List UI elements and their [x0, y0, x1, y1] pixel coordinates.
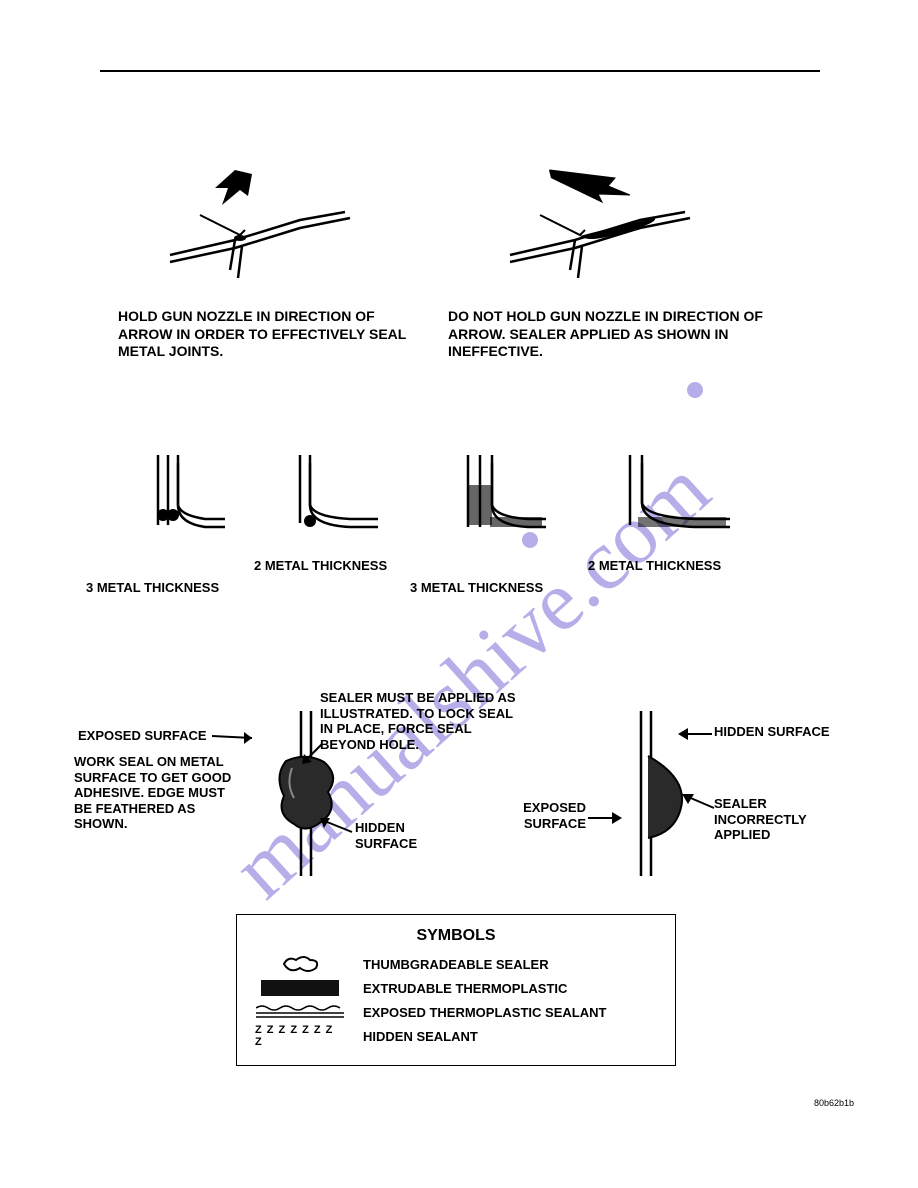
- symbol-label: HIDDEN SEALANT: [363, 1029, 478, 1044]
- symbol-label: EXTRUDABLE THERMOPLASTIC: [363, 981, 567, 996]
- symbol-label: THUMBGRADEABLE SEALER: [363, 957, 549, 972]
- label-3metal-b: 3 METAL THICKNESS: [410, 580, 543, 596]
- watermark: manualshive.com: [140, 300, 840, 980]
- caption-row1-left: HOLD GUN NOZZLE IN DIRECTION OF ARROW IN…: [118, 308, 418, 361]
- label-work-seal-note: WORK SEAL ON METAL SURFACE TO GET GOOD A…: [74, 754, 234, 832]
- arrow-icon: [674, 724, 716, 746]
- arrow-icon: [212, 726, 262, 746]
- symbol-row-hidden-sealant: Z Z Z Z Z Z Z Z HIDDEN SEALANT: [255, 1027, 657, 1045]
- diagram-nozzle-incorrect: [480, 160, 710, 290]
- diagram-2metal-b: [600, 445, 740, 565]
- diagram-3metal-b: [428, 445, 558, 565]
- arrow-icon: [586, 808, 628, 830]
- label-3metal-a: 3 METAL THICKNESS: [86, 580, 219, 596]
- label-hidden-surface-right: HIDDEN SURFACE: [714, 724, 844, 740]
- horizontal-rule: [100, 70, 820, 72]
- label-exposed-surface-left: EXPOSED SURFACE: [78, 728, 207, 744]
- label-exposed-surface-right: EXPOSED SURFACE: [506, 800, 586, 831]
- label-sealer-incorrect: SEALER INCORRECTLY APPLIED: [714, 796, 844, 843]
- arrow-icon: [676, 790, 718, 818]
- symbol-row-extrudable: EXTRUDABLE THERMOPLASTIC: [255, 979, 657, 997]
- symbols-legend-box: SYMBOLS THUMBGRADEABLE SEALER EXTRUDABLE…: [236, 914, 676, 1066]
- symbols-title: SYMBOLS: [255, 927, 657, 945]
- hidden-sealant-icon: Z Z Z Z Z Z Z Z: [255, 1027, 345, 1045]
- thumbgradeable-icon: [255, 955, 345, 973]
- diagram-3metal-a: [110, 445, 240, 565]
- label-2metal-a: 2 METAL THICKNESS: [254, 558, 387, 574]
- page-root: manualshive.com HOLD GUN NOZZLE IN DIREC…: [0, 0, 918, 1188]
- extrudable-icon: [255, 979, 345, 997]
- label-sealer-applied-note: SEALER MUST BE APPLIED AS ILLUSTRATED. T…: [320, 690, 520, 752]
- label-hidden-surface-left: HIDDEN SURFACE: [355, 820, 435, 851]
- diagram-2metal-a: [260, 445, 390, 565]
- label-2metal-b: 2 METAL THICKNESS: [588, 558, 721, 574]
- symbol-label: EXPOSED THERMOPLASTIC SEALANT: [363, 1005, 606, 1020]
- exposed-thermoplastic-icon: [255, 1003, 345, 1021]
- symbol-row-exposed-thermo: EXPOSED THERMOPLASTIC SEALANT: [255, 1003, 657, 1021]
- caption-row1-right: DO NOT HOLD GUN NOZZLE IN DIRECTION OF A…: [448, 308, 778, 361]
- reference-code: 80b62b1b: [814, 1098, 854, 1108]
- arrow-icon: [312, 814, 356, 842]
- arrow-icon: [296, 740, 326, 770]
- diagram-nozzle-correct: [140, 160, 370, 290]
- symbol-row-thumbgradeable: THUMBGRADEABLE SEALER: [255, 955, 657, 973]
